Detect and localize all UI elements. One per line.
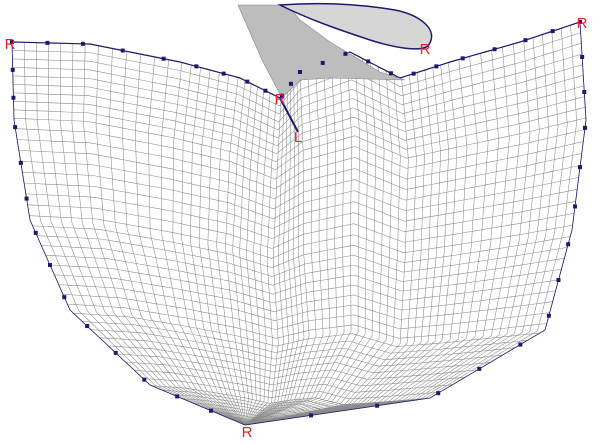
node-label: R [5, 36, 16, 53]
mesh-line [109, 49, 245, 426]
node-label: L [294, 129, 302, 146]
mesh-line [46, 255, 562, 294]
boundary-node [209, 409, 213, 413]
boundary-node [309, 413, 313, 417]
mesh-line [24, 183, 577, 229]
boundary-node [547, 314, 551, 318]
boundary-node [298, 70, 302, 74]
node-label: R [420, 41, 431, 58]
mesh-line [84, 44, 246, 425]
boundary-node [366, 59, 370, 63]
boundary-node [34, 231, 38, 235]
boundary-node [566, 242, 570, 246]
boundary-node [343, 52, 347, 56]
boundary-node [245, 80, 249, 84]
boundary-node [580, 55, 584, 59]
mesh-line [245, 90, 264, 425]
boundary-node [321, 61, 325, 65]
boundary-node [523, 38, 527, 42]
boundary-node [551, 29, 555, 33]
node-label: R [275, 91, 286, 108]
mesh-diagram: R R R R R L [0, 0, 601, 443]
mesh-line [74, 313, 541, 346]
mesh-line [245, 72, 309, 425]
mesh-line [49, 43, 245, 425]
boundary-node [263, 89, 267, 93]
boundary-node [13, 125, 17, 129]
mesh-line [37, 236, 567, 277]
mesh-line [245, 60, 467, 426]
mesh-line [162, 390, 406, 407]
boundary-node [11, 68, 15, 72]
boundary-node [121, 49, 125, 53]
boundary-node [461, 56, 465, 60]
boundary-node [48, 263, 52, 267]
boundary-node [175, 394, 179, 398]
boundary-node [582, 90, 586, 94]
boundary-node [436, 391, 440, 395]
mesh-line [245, 93, 270, 425]
boundary-node [11, 96, 15, 100]
mesh-line [190, 68, 245, 426]
node-label: R [577, 15, 588, 32]
mesh-line [54, 275, 555, 312]
mesh-line [245, 59, 368, 426]
boundary-node [222, 72, 226, 76]
mesh-line [245, 53, 488, 425]
mesh-line [26, 194, 576, 239]
boundary-node [81, 42, 85, 46]
boundary-node [19, 161, 23, 165]
mesh-line [33, 226, 571, 268]
boundary-node [557, 278, 561, 282]
boundary-node [142, 378, 146, 382]
boundary-node [289, 82, 293, 86]
boundary-node [162, 57, 166, 61]
boundary-node [85, 324, 89, 328]
node-label: R [242, 424, 253, 441]
mesh-line [245, 75, 416, 425]
boundary-node [477, 367, 481, 371]
mesh-line [245, 69, 316, 425]
boundary-node [45, 41, 49, 45]
mesh-line [36, 43, 245, 425]
boundary-node [114, 351, 118, 355]
boundary-node [493, 47, 497, 51]
boundary-node [434, 64, 438, 68]
mesh-grid [12, 22, 586, 425]
boundary-node [573, 204, 577, 208]
boundary-node [518, 343, 522, 347]
mesh-line [240, 84, 253, 425]
boundary-node [583, 126, 587, 130]
boundary-node [62, 295, 66, 299]
boundary-node [389, 71, 393, 75]
boundary-node [375, 404, 379, 408]
mesh-line [245, 60, 337, 426]
mesh-line [245, 41, 530, 425]
mesh-line [96, 46, 245, 425]
mesh-line [22, 172, 578, 219]
page: {"labels": [{"text": "R"}, {"text": "R"}… [0, 0, 601, 443]
boundary-node [25, 197, 29, 201]
boundary-node [194, 64, 198, 68]
boundary-node [412, 72, 416, 76]
mesh-line [245, 63, 376, 425]
mesh-line [173, 63, 245, 426]
mesh-line [24, 42, 245, 425]
boundary-node [578, 165, 582, 169]
